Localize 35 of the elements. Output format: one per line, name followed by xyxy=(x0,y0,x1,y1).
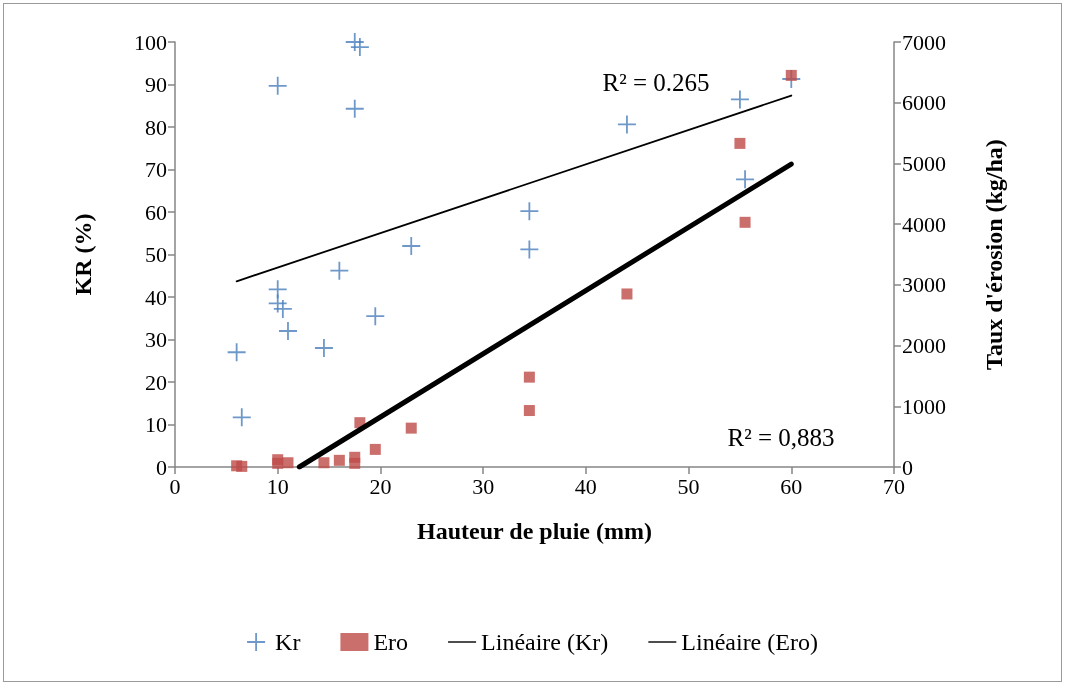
annotation: R² = 0,883 xyxy=(727,423,835,451)
x-axis-title: Hauteur de pluie (mm) xyxy=(417,518,652,544)
y2-tick-label: 1000 xyxy=(902,393,946,419)
y2-tick-label: 2000 xyxy=(902,333,946,359)
y-tick-label: 60 xyxy=(145,199,167,225)
x-tick-label: 10 xyxy=(266,473,289,499)
annotation: R² = 0.265 xyxy=(602,68,710,96)
y2-tick-label: 7000 xyxy=(902,29,946,55)
y2-tick-label: 4000 xyxy=(902,211,946,237)
y-axis-title: KR (%) xyxy=(70,213,96,296)
x-tick-label: 20 xyxy=(369,473,392,499)
y-tick-label: 50 xyxy=(145,242,167,267)
y-tick-label: 80 xyxy=(145,114,167,140)
y-tick-label: 70 xyxy=(145,157,167,182)
y-tick-label: 90 xyxy=(145,72,167,97)
y-tick-label: 10 xyxy=(145,412,167,437)
y-tick-label: 0 xyxy=(156,454,167,480)
legend-label: Ero xyxy=(373,629,409,655)
legend-label: Linéaire (Ero) xyxy=(681,629,818,655)
y2-tick-label: 6000 xyxy=(902,90,946,116)
y-tick-label: 100 xyxy=(134,29,167,55)
x-tick-label: 40 xyxy=(574,473,597,499)
x-tick-label: 50 xyxy=(677,473,700,499)
y2-tick-label: 3000 xyxy=(902,272,946,298)
y2-tick-label: 5000 xyxy=(902,150,946,176)
legend-label: Kr xyxy=(275,629,301,655)
y-tick-label: 40 xyxy=(145,284,167,310)
y2-tick-label: 0 xyxy=(902,454,913,480)
legend-label: Linéaire (Kr) xyxy=(481,629,609,655)
x-tick-label: 30 xyxy=(472,473,495,499)
x-tick-label: 60 xyxy=(780,473,803,499)
y-tick-label: 20 xyxy=(145,369,167,395)
y-tick-label: 30 xyxy=(145,327,167,352)
y2-axis-title: Taux d'érosion (kg/ha) xyxy=(981,139,1007,370)
x-tick-label: 70 xyxy=(883,473,905,499)
